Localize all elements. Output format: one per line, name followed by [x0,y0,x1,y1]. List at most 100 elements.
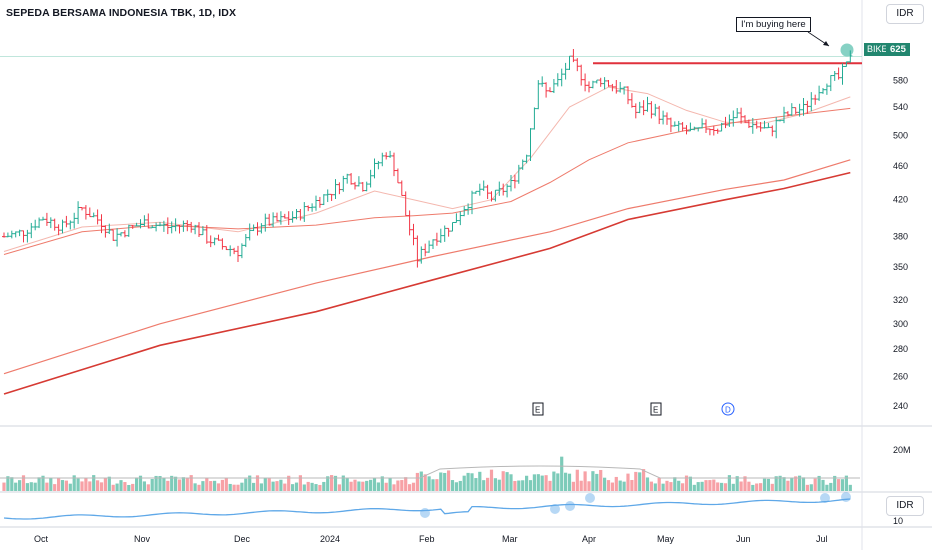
price-bar [454,213,459,223]
volume-bar [735,476,739,491]
volume-bar [263,477,267,491]
volume-bar [497,479,501,491]
moving-average-line [3,107,851,255]
volume-bar [345,477,349,491]
y-tick-label: 580 [893,76,908,86]
volume-bar [817,475,821,491]
price-bar [766,122,771,129]
volume-bar [111,484,115,491]
price-bar [442,225,447,242]
price-bar [427,240,432,253]
volume-bar [844,475,848,491]
price-bar [282,213,287,219]
price-bar [567,55,572,71]
moving-average-line [3,171,851,395]
volume-bar [544,475,548,491]
price-bar [509,175,513,192]
price-bar [700,118,705,129]
price-bar [762,120,767,129]
volume-bar [209,481,213,491]
price-bar [173,218,178,232]
price-bar [224,246,229,251]
buying-annotation[interactable]: I'm buying here [736,17,811,32]
volume-bar [837,479,841,491]
price-bar [76,201,81,224]
volume-bar [649,481,653,491]
price-bar [633,103,638,119]
volume-bar [232,484,236,491]
volume-bar [2,482,6,491]
price-bar [458,211,463,226]
volume-bar [60,480,65,491]
currency-selector-bottom[interactable]: IDR [886,496,924,516]
volume-bar [774,476,778,491]
price-bar [754,120,759,129]
volume-bar [283,483,287,491]
price-bar [512,174,517,189]
price-bar [165,217,170,235]
price-bar [415,235,420,268]
volume-bar [669,482,673,491]
price-bar [532,107,537,130]
volume-bar [53,484,57,491]
price-bar [813,94,818,105]
price-bar [684,125,689,135]
price-bar [785,111,790,117]
price-bar [836,67,841,80]
price-bar [602,77,607,90]
price-bar [407,210,412,236]
volume-bar [322,481,326,491]
volume-bar [25,483,29,491]
volume-bar [150,478,154,491]
indicator-scale-label: 10 [893,516,903,526]
volume-bar [99,482,104,491]
volume-bar [540,475,544,491]
volume-bar [486,477,490,491]
price-bar [668,117,673,133]
price-bar [466,203,471,215]
y-tick-label: 460 [893,161,908,171]
price-bar [294,209,299,220]
price-bar [119,232,123,237]
volume-bar [314,484,318,491]
price-bar [637,101,642,114]
price-bar [103,225,108,238]
volume-bar [478,471,482,491]
price-bar [548,87,552,93]
price-bar [832,71,837,81]
volume-bar [88,481,92,491]
volume-bar [392,484,396,491]
price-bar [376,160,381,170]
volume-bar [653,483,657,491]
price-bar [809,92,814,112]
price-bar [115,228,120,247]
price-bar [95,209,100,225]
volume-bar [657,477,661,491]
currency-selector-top[interactable]: IDR [886,4,924,24]
price-bar [489,191,494,202]
price-bar [622,86,627,95]
price-bar [107,223,112,235]
price-bar [497,181,502,196]
volume-bar [591,471,595,491]
volume-bar [700,481,704,491]
price-bar [317,196,322,208]
volume-bar [673,477,677,491]
volume-bar [193,483,197,491]
price-bar [672,121,677,127]
price-bar [169,221,174,234]
price-bar [614,80,619,94]
price-bar [696,127,701,132]
price-bar [704,119,708,134]
price-bar [579,64,584,86]
volume-bar [704,480,708,491]
price-bar [563,62,568,80]
price-bar [111,229,116,241]
price-bar [528,128,533,162]
volume-bar [411,482,416,491]
price-bar [99,214,104,234]
volume-bar [201,481,205,491]
price-bar [801,98,806,116]
volume-bar [645,477,650,491]
